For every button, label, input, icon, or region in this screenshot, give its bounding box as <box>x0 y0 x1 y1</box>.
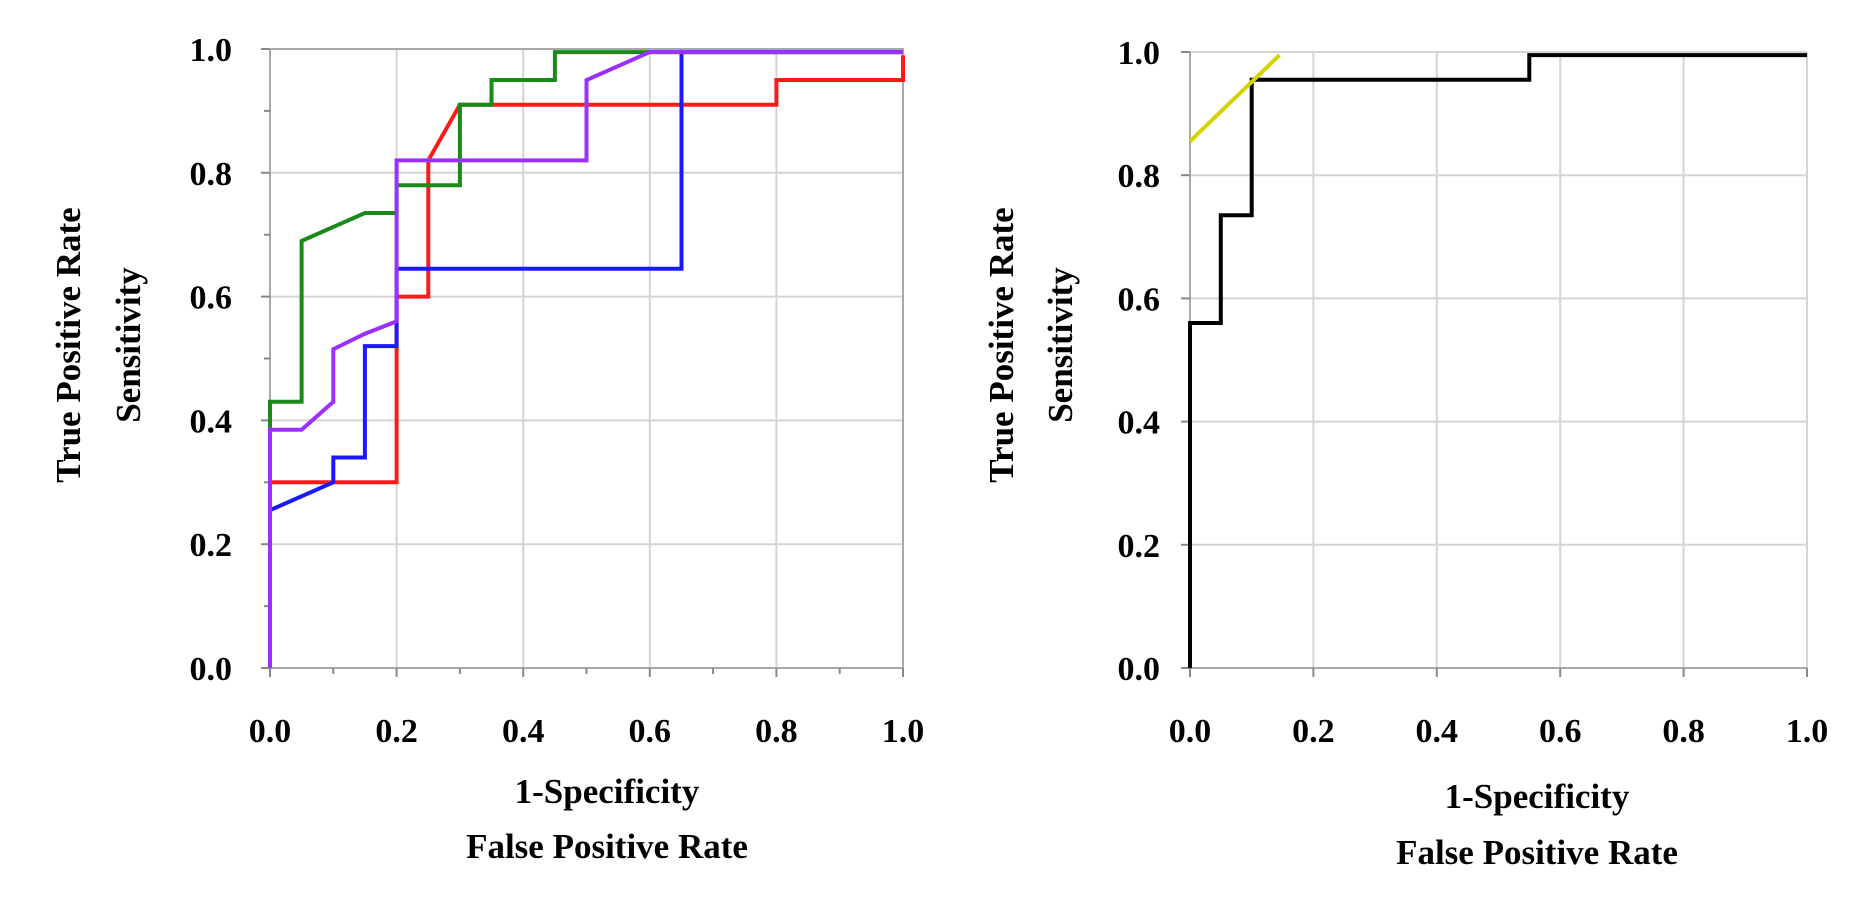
right-y-axis-label-1: True Positive Rate <box>982 207 1021 482</box>
left-y-tick-label-4: 0.8 <box>190 156 233 193</box>
left-x-tick-label-2: 0.4 <box>502 713 545 750</box>
left-x-tick-label-3: 0.6 <box>629 713 672 750</box>
left-y-tick-label-0: 0.0 <box>190 651 233 688</box>
right-series-yellow <box>1188 53 1281 143</box>
roc-chart-left: 0.0 0.2 0.4 0.6 0.8 1.0 0.0 0.2 0.4 0.6 0.8 1.0 1-Sp… <box>49 32 925 866</box>
right-x-axis-label-2: False Positive Rate <box>1396 833 1678 872</box>
left-x-axis-label-2: False Positive Rate <box>466 827 748 866</box>
right-y-tick-label-0: 0.0 <box>1118 651 1161 688</box>
right-x-tick-label-3: 0.6 <box>1539 713 1582 750</box>
right-y-tick-label-4: 0.8 <box>1118 158 1161 195</box>
left-y-axis-label-2: Sensitivity <box>109 267 148 423</box>
right-x-tick-label-1: 0.2 <box>1292 713 1335 750</box>
right-y-tick-label-5: 1.0 <box>1118 35 1161 72</box>
left-y-axis-label-1: True Positive Rate <box>49 207 88 482</box>
left-series-green <box>268 50 903 668</box>
left-x-tick-label-5: 1.0 <box>882 713 925 750</box>
right-x-tick-label-0: 0.0 <box>1169 713 1212 750</box>
right-x-tick-label-5: 1.0 <box>1786 713 1829 750</box>
right-y-axis-label-2: Sensitivity <box>1041 267 1080 423</box>
left-y-tick-label-5: 1.0 <box>190 32 233 69</box>
left-x-tick-label-0: 0.0 <box>249 713 292 750</box>
left-y-tick-label-3: 0.6 <box>190 280 233 317</box>
left-series-blue <box>268 50 903 668</box>
right-y-tick-label-1: 0.2 <box>1118 528 1161 565</box>
left-y-tick-label-1: 0.2 <box>190 527 233 564</box>
right-y-tick-label-2: 0.4 <box>1118 405 1161 442</box>
left-x-tick-label-1: 0.2 <box>375 713 418 750</box>
right-series-black <box>1188 53 1807 668</box>
right-x-tick-label-2: 0.4 <box>1416 713 1459 750</box>
right-x-tick-label-4: 0.8 <box>1662 713 1705 750</box>
right-x-axis-label-1: 1-Specificity <box>1445 777 1630 816</box>
left-y-tick-label-2: 0.4 <box>190 403 233 440</box>
left-x-axis-label-1: 1-Specificity <box>515 772 700 811</box>
right-y-tick-label-3: 0.6 <box>1118 281 1161 318</box>
left-x-tick-label-4: 0.8 <box>755 713 798 750</box>
left-series-purple <box>268 50 903 668</box>
